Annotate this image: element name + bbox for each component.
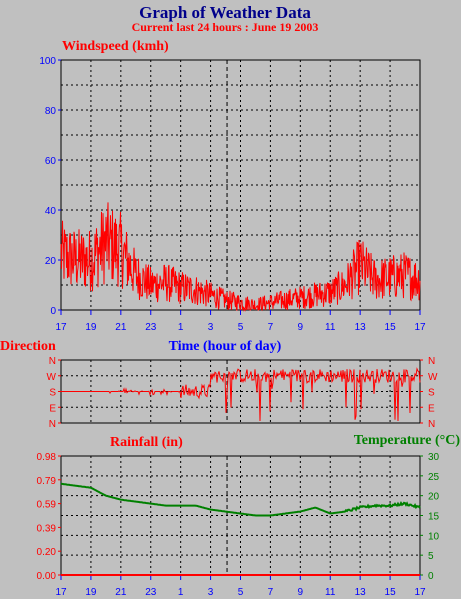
y-tick-label: 0.39 bbox=[37, 523, 57, 534]
x-tick-label: 1 bbox=[178, 587, 184, 598]
x-tick-label: 13 bbox=[355, 587, 367, 598]
y-tick-label: 0.20 bbox=[37, 547, 57, 558]
x-tick-label: 5 bbox=[238, 322, 244, 333]
y-tick-label-right: E bbox=[428, 403, 435, 414]
y-tick-label-right: 25 bbox=[428, 472, 440, 483]
y-tick-label-right: N bbox=[428, 419, 435, 430]
y-tick-label: 0.59 bbox=[37, 500, 57, 511]
rainfall-title: Rainfall (in) bbox=[110, 435, 183, 450]
y-tick-label-right: 5 bbox=[428, 551, 434, 562]
x-tick-label: 9 bbox=[298, 587, 304, 598]
y-tick-label: 60 bbox=[45, 156, 57, 167]
y-tick-label: 0 bbox=[50, 306, 56, 317]
temperature-line bbox=[60, 482, 421, 517]
y-tick-label: 0.00 bbox=[37, 571, 57, 582]
direction-title: Direction bbox=[0, 339, 56, 354]
y-tick-label: N bbox=[49, 419, 56, 430]
x-axis-label: Time (hour of day) bbox=[169, 339, 282, 354]
x-tick-label: 17 bbox=[55, 587, 67, 598]
x-tick-label: 7 bbox=[268, 587, 274, 598]
y-tick-label: 0.79 bbox=[37, 476, 57, 487]
y-tick-label-right: 0 bbox=[428, 571, 434, 582]
x-tick-label: 7 bbox=[268, 322, 274, 333]
y-tick-label: 20 bbox=[45, 256, 57, 267]
windspeed-line bbox=[60, 202, 421, 312]
y-tick-label: N bbox=[49, 356, 56, 367]
temperature-title: Temperature (°C) bbox=[354, 433, 461, 448]
x-tick-label: 13 bbox=[355, 322, 367, 333]
y-tick-label: 0.98 bbox=[37, 452, 57, 463]
y-tick-label: S bbox=[49, 388, 56, 399]
y-tick-label: W bbox=[47, 372, 57, 383]
y-tick-label: 40 bbox=[45, 206, 57, 217]
x-tick-label: 23 bbox=[145, 587, 157, 598]
y-tick-label-right: N bbox=[428, 356, 435, 367]
x-tick-label: 19 bbox=[85, 587, 97, 598]
y-tick-label-right: 10 bbox=[428, 531, 440, 542]
x-tick-label: 17 bbox=[55, 322, 67, 333]
y-tick-label: 100 bbox=[39, 56, 56, 67]
y-tick-label-right: 30 bbox=[428, 452, 440, 463]
y-tick-label-right: 15 bbox=[428, 512, 440, 523]
x-tick-label: 17 bbox=[414, 587, 426, 598]
direction-line bbox=[61, 367, 421, 422]
x-tick-label: 11 bbox=[325, 322, 336, 333]
x-tick-label: 21 bbox=[115, 587, 127, 598]
y-tick-label-right: 20 bbox=[428, 492, 440, 503]
wind-title: Windspeed (kmh) bbox=[62, 39, 169, 54]
x-tick-label: 17 bbox=[414, 322, 426, 333]
page-subtitle: Current last 24 hours : June 19 2003 bbox=[132, 20, 319, 34]
y-tick-label-right: S bbox=[428, 388, 435, 399]
x-tick-label: 15 bbox=[385, 587, 397, 598]
x-tick-label: 23 bbox=[145, 322, 157, 333]
page-title: Graph of Weather Data bbox=[139, 3, 311, 22]
x-tick-label: 3 bbox=[208, 322, 214, 333]
y-tick-label: 80 bbox=[45, 106, 57, 117]
x-tick-label: 19 bbox=[85, 322, 97, 333]
y-tick-label: E bbox=[49, 403, 56, 414]
x-tick-label: 15 bbox=[385, 322, 397, 333]
x-tick-label: 21 bbox=[115, 322, 127, 333]
x-tick-label: 1 bbox=[178, 322, 184, 333]
x-tick-label: 3 bbox=[208, 587, 214, 598]
x-tick-label: 11 bbox=[325, 587, 336, 598]
x-tick-label: 5 bbox=[238, 587, 244, 598]
x-tick-label: 9 bbox=[298, 322, 304, 333]
y-tick-label-right: W bbox=[428, 372, 438, 383]
